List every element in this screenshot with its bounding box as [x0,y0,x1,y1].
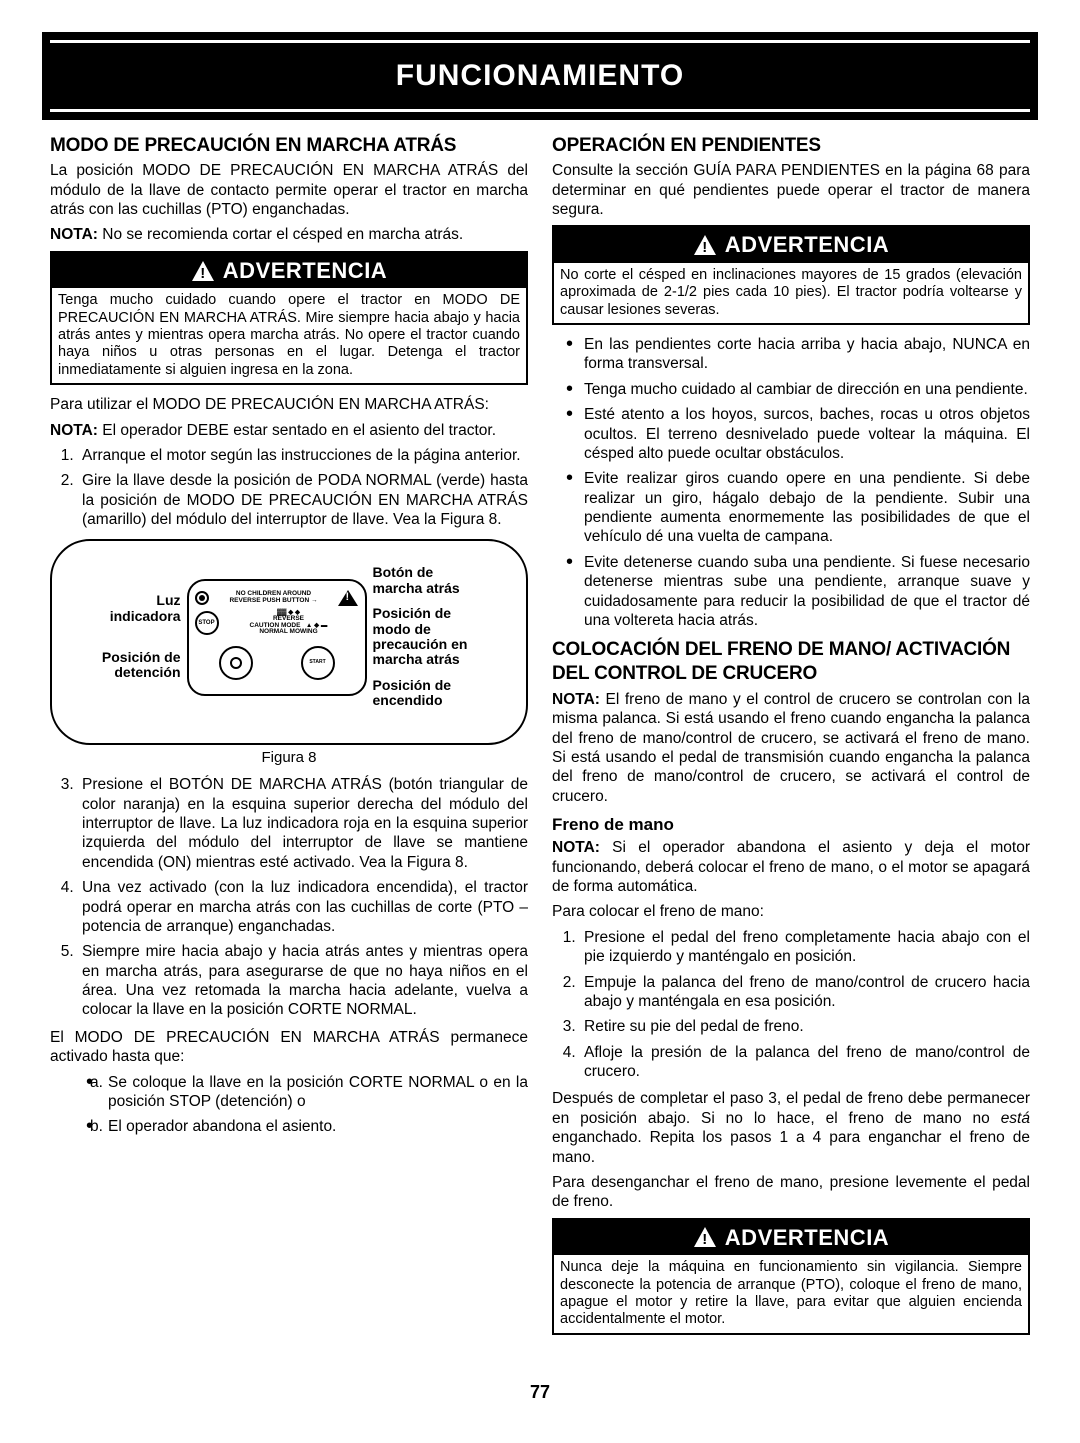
left-p3: El MODO DE PRECAUCIÓN EN MARCHA ATRÁS pe… [50,1028,528,1067]
left-sublist: a.Se coloque la llave en la posición COR… [50,1073,528,1137]
warning-box-2: ! ADVERTENCIA No corte el césped en incl… [552,225,1030,325]
figure-caption: Figura 8 [50,749,528,768]
list-item: a.Se coloque la llave en la posición COR… [90,1073,528,1112]
columns: MODO DE PRECAUCIÓN EN MARCHA ATRÁS La po… [50,126,1030,1345]
left-p2: Para utilizar el MODO DE PRECAUCIÓN EN M… [50,395,528,414]
list-item: Tenga mucho cuidado al cambiar de direcc… [570,380,1030,399]
right-ol: Presione el pedal del freno completament… [552,928,1030,1082]
page-banner: FUNCIONAMIENTO [50,40,1030,112]
warning-triangle-icon: ! [693,1226,717,1248]
right-p3: Después de completar el paso 3, el pedal… [552,1089,1030,1167]
warning-box-3: ! ADVERTENCIA Nunca deje la máquina en f… [552,1218,1030,1335]
right-nota1: NOTA: El freno de mano y el control de c… [552,690,1030,806]
page-number: 77 [50,1381,1030,1404]
list-item: Una vez activado (con la luz indicadora … [78,878,528,936]
right-h3: Freno de mano [552,814,1030,835]
right-p1: Consulte la sección GUÍA PARA PENDIENTES… [552,161,1030,219]
list-item: Retire su pie del pedal de freno. [580,1017,1030,1036]
warning-header: ! ADVERTENCIA [554,227,1028,263]
left-ol2: Presione el BOTÓN DE MARCHA ATRÁS (botón… [50,775,528,1020]
list-item: Presione el pedal del freno completament… [580,928,1030,967]
warning-body: Nunca deje la máquina en funcionamiento … [554,1255,1028,1333]
list-item: Gire la llave desde la posición de PODA … [78,471,528,529]
warning-triangle-icon: ! [693,234,717,256]
left-p1: La posición MODO DE PRECAUCIÓN EN MARCHA… [50,161,528,219]
right-ul: En las pendientes corte hacia arriba y h… [552,335,1030,630]
fig-labels-right: Botón de marcha atrás Posición de modo d… [373,555,483,718]
fig-labels-left: Luz indicadora Posición de detención [96,583,181,691]
left-nota2: NOTA: El operador DEBE estar sentado en … [50,421,528,440]
figure-8: Luz indicadora Posición de detención NO … [50,539,528,744]
reverse-button-icon [338,590,358,606]
right-p4: Para desenganchar el freno de mano, pres… [552,1173,1030,1212]
warning-header: ! ADVERTENCIA [554,1220,1028,1256]
list-item: En las pendientes corte hacia arriba y h… [570,335,1030,374]
key-knob-icon [219,646,253,680]
warning-body: Tenga mucho cuidado cuando opere el trac… [52,288,526,383]
svg-text:!: ! [702,1231,708,1248]
list-item: Siempre mire hacia abajo y hacia atrás a… [78,942,528,1020]
stop-icon: STOP [195,611,219,635]
list-item: b.El operador abandona el asiento. [90,1117,528,1136]
svg-text:!: ! [702,239,708,256]
list-item: Evite detenerse cuando suba una pendient… [570,553,1030,631]
list-item: Esté atento a los hoyos, surcos, baches,… [570,405,1030,463]
list-item: Afloje la presión de la palanca del fren… [580,1043,1030,1082]
right-h1: OPERACIÓN EN PENDIENTES [552,134,1030,158]
list-item: Evite realizar giros cuando opere en una… [570,469,1030,547]
list-item: Empuje la palanca del freno de mano/cont… [580,973,1030,1012]
warning-body: No corte el césped en inclinaciones mayo… [554,263,1028,323]
list-item: Presione el BOTÓN DE MARCHA ATRÁS (botón… [78,775,528,872]
left-ol1: Arranque el motor según las instruccione… [50,446,528,530]
key-switch-module: NO CHILDREN AROUNDREVERSE PUSH BUTTON → … [187,579,367,696]
right-h2: COLOCACIÓN DEL FRENO DE MANO/ ACTIVACIÓN… [552,638,1030,686]
warning-box-1: ! ADVERTENCIA Tenga mucho cuidado cuando… [50,251,528,385]
right-column: OPERACIÓN EN PENDIENTES Consulte la secc… [552,126,1030,1345]
left-h1: MODO DE PRECAUCIÓN EN MARCHA ATRÁS [50,134,528,158]
left-column: MODO DE PRECAUCIÓN EN MARCHA ATRÁS La po… [50,126,528,1345]
start-knob-icon: START [301,646,335,680]
list-item: Arranque el motor según las instruccione… [78,446,528,465]
right-p2: Para colocar el freno de mano: [552,902,1030,921]
right-nota2: NOTA: Si el operador abandona el asiento… [552,838,1030,896]
indicator-led-icon [195,591,209,605]
left-nota1: NOTA: No se recomienda cortar el césped … [50,225,528,244]
warning-header: ! ADVERTENCIA [52,253,526,289]
warning-triangle-icon: ! [191,260,215,282]
svg-text:!: ! [200,265,206,282]
